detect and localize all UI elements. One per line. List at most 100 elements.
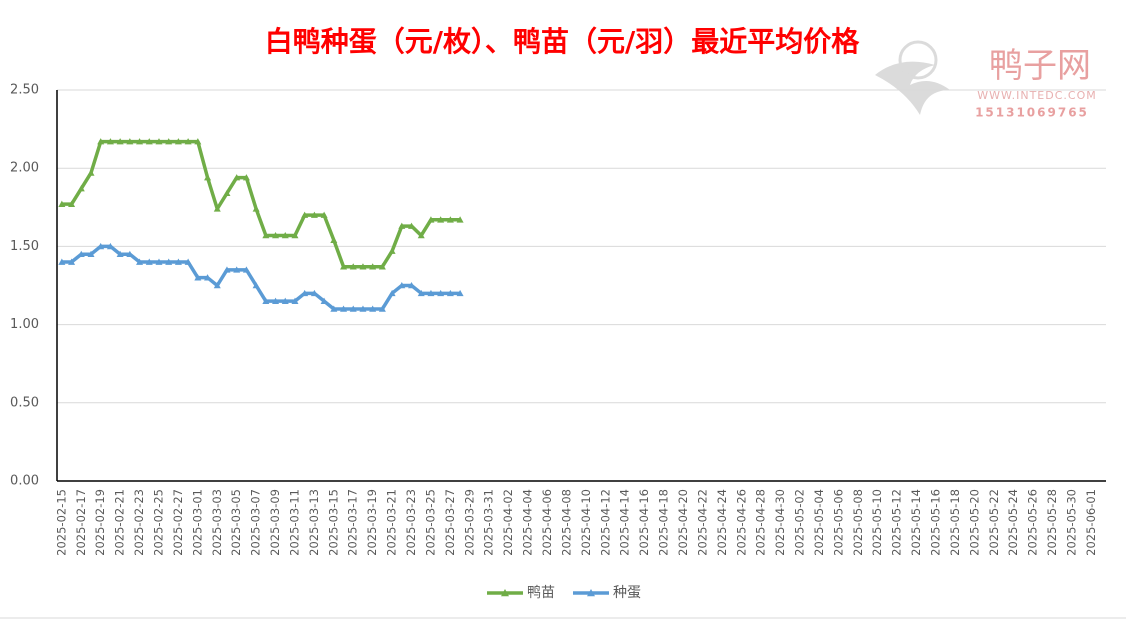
point-marker	[330, 236, 338, 243]
x-tick-label: 2025-05-20	[967, 489, 981, 556]
x-tick-label: 2025-04-14	[618, 489, 632, 556]
x-tick-label: 2025-04-02	[501, 489, 515, 556]
point-marker	[242, 266, 250, 273]
x-tick-label: 2025-02-19	[93, 489, 107, 556]
point-marker	[398, 222, 406, 229]
point-marker	[233, 266, 241, 273]
x-tick-label: 2025-04-20	[676, 489, 690, 556]
x-tick-label: 2025-03-23	[404, 489, 418, 556]
point-marker	[145, 258, 153, 265]
x-tick-label: 2025-04-26	[734, 489, 748, 556]
point-marker	[437, 289, 445, 297]
point-marker	[77, 250, 85, 258]
x-tick-label: 2025-04-12	[598, 489, 612, 556]
point-marker	[87, 250, 95, 258]
y-tick-label: 2.50	[10, 83, 39, 98]
x-tick-label: 2025-03-09	[268, 489, 282, 556]
point-marker	[87, 169, 95, 176]
x-tick-label: 2025-03-03	[210, 489, 224, 556]
x-tick-label: 2025-03-29	[462, 489, 476, 556]
point-marker	[320, 297, 328, 304]
x-tick-label: 2025-04-18	[657, 489, 671, 556]
point-marker	[252, 205, 260, 212]
x-tick-label: 2025-03-15	[326, 489, 340, 556]
point-marker	[349, 263, 357, 270]
point-marker	[213, 282, 221, 289]
x-tick-label: 2025-02-21	[113, 489, 127, 556]
x-tick-label: 2025-03-01	[190, 489, 204, 556]
point-marker	[310, 289, 318, 297]
x-tick-label: 2025-05-08	[851, 489, 865, 556]
point-marker	[281, 231, 289, 239]
x-tick-label: 2025-03-27	[443, 489, 457, 556]
point-marker	[330, 305, 338, 312]
point-marker	[281, 297, 289, 304]
x-tick-label: 2025-06-01	[1084, 489, 1098, 556]
point-marker	[223, 266, 231, 273]
x-tick-label: 2025-03-11	[287, 489, 301, 556]
point-marker	[369, 263, 377, 270]
point-marker	[126, 250, 134, 258]
point-marker	[194, 274, 202, 281]
x-tick-label: 2025-05-04	[812, 489, 826, 556]
x-tick-label: 2025-03-25	[423, 489, 437, 556]
point-marker	[155, 258, 163, 265]
legend-marker	[587, 589, 595, 597]
y-tick-label: 0.50	[10, 395, 39, 410]
point-marker	[242, 174, 250, 181]
point-marker	[359, 263, 367, 270]
point-marker	[77, 185, 85, 192]
point-marker	[116, 138, 124, 145]
point-marker	[456, 289, 464, 297]
chart-title: 白鸭种蛋（元/枚）、鸭苗（元/羽）最近平均价格	[265, 25, 860, 58]
point-marker	[194, 138, 202, 145]
point-marker	[68, 258, 76, 265]
point-marker	[320, 211, 328, 218]
x-tick-label: 2025-05-14	[909, 489, 923, 556]
point-marker	[106, 138, 114, 145]
point-marker	[456, 216, 464, 223]
x-tick-label: 2025-05-18	[948, 489, 962, 556]
x-tick-label: 2025-04-04	[521, 489, 535, 556]
point-marker	[136, 138, 144, 145]
y-tick-label: 2.00	[10, 161, 39, 176]
point-marker	[126, 138, 134, 145]
x-tick-label: 2025-05-12	[890, 489, 904, 556]
y-tick-label: 0.00	[10, 474, 39, 489]
point-marker	[262, 297, 270, 304]
point-marker	[204, 274, 212, 281]
x-tick-label: 2025-05-22	[987, 489, 1001, 556]
watermark-phone: 15131069765	[975, 106, 1089, 120]
point-marker	[213, 205, 221, 212]
point-marker	[174, 258, 182, 265]
point-marker	[408, 222, 416, 229]
legend-label: 种蛋	[613, 585, 641, 601]
point-marker	[165, 258, 173, 265]
x-tick-label: 2025-03-17	[346, 489, 360, 556]
watermark-site: WWW.INTEDC.COM	[977, 89, 1096, 102]
x-tick-label: 2025-02-23	[132, 489, 146, 556]
point-marker	[340, 305, 348, 312]
x-tick-label: 2025-05-26	[1026, 489, 1040, 556]
point-marker	[417, 231, 425, 239]
point-marker	[291, 297, 299, 304]
point-marker	[301, 211, 309, 218]
x-tick-label: 2025-05-16	[929, 489, 943, 556]
point-marker	[408, 282, 416, 289]
point-marker	[301, 289, 309, 297]
point-marker	[349, 305, 357, 312]
x-tick-label: 2025-04-16	[637, 489, 651, 556]
point-marker	[68, 200, 76, 207]
point-marker	[155, 138, 163, 145]
x-tick-label: 2025-03-31	[482, 489, 496, 556]
point-marker	[369, 305, 377, 312]
point-marker	[340, 263, 348, 270]
point-marker	[97, 242, 105, 250]
x-tick-label: 2025-02-25	[151, 489, 165, 556]
x-tick-label: 2025-04-10	[579, 489, 593, 556]
point-marker	[272, 297, 280, 304]
point-marker	[58, 258, 66, 265]
point-marker	[272, 231, 280, 239]
